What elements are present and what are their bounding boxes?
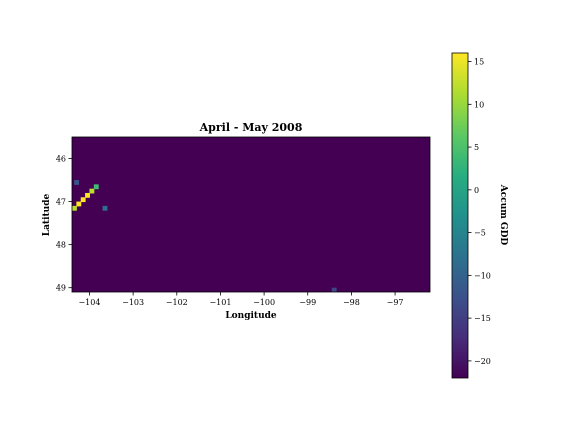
x-tick-label: −103 bbox=[122, 298, 144, 307]
heatmap-cell bbox=[74, 180, 79, 185]
y-axis-label: Latitude bbox=[42, 194, 52, 237]
colorbar-tick-label: 0 bbox=[474, 186, 479, 195]
colorbar-tick-label: −10 bbox=[474, 271, 491, 280]
heatmap-cell bbox=[76, 202, 81, 207]
x-axis-label: Longitude bbox=[225, 311, 277, 321]
x-tick-label: −101 bbox=[209, 298, 231, 307]
heatmap-cell bbox=[103, 206, 108, 211]
x-tick-label: −98 bbox=[343, 298, 360, 307]
x-tick-label: −99 bbox=[299, 298, 316, 307]
y-tick-label: 49 bbox=[56, 284, 66, 293]
x-axis-ticks: −104 −103 −102 −101 −100 −99 −98 −97 bbox=[78, 292, 403, 307]
chart-title: April - May 2008 bbox=[199, 121, 303, 134]
y-tick-label: 47 bbox=[56, 198, 66, 207]
colorbar-tick-label: −15 bbox=[474, 314, 491, 323]
colorbar-tick-label: 15 bbox=[474, 58, 484, 67]
colorbar-tick-label: −5 bbox=[474, 229, 486, 238]
y-tick-label: 46 bbox=[56, 155, 66, 164]
y-axis-ticks: 46 47 48 49 bbox=[56, 155, 72, 293]
colorbar bbox=[452, 53, 468, 378]
x-tick-label: −97 bbox=[387, 298, 404, 307]
colorbar-label: Accum GDD bbox=[498, 184, 508, 246]
x-tick-label: −102 bbox=[166, 298, 188, 307]
colorbar-tick-label: −20 bbox=[474, 357, 491, 366]
x-tick-label: −104 bbox=[78, 298, 100, 307]
colorbar-tick-label: 5 bbox=[474, 143, 479, 152]
plot-background bbox=[72, 137, 430, 292]
colorbar-ticks: 15 10 5 0 −5 −10 −15 −20 bbox=[468, 58, 491, 366]
heatmap-cell bbox=[72, 206, 77, 211]
heatmap-cell bbox=[81, 197, 86, 202]
x-tick-label: −100 bbox=[253, 298, 275, 307]
colorbar-tick-label: 10 bbox=[474, 100, 484, 109]
heatmap-cell bbox=[94, 184, 99, 189]
heatmap-cell bbox=[89, 189, 94, 194]
y-tick-label: 48 bbox=[56, 241, 66, 250]
heatmap-cell bbox=[85, 193, 90, 198]
